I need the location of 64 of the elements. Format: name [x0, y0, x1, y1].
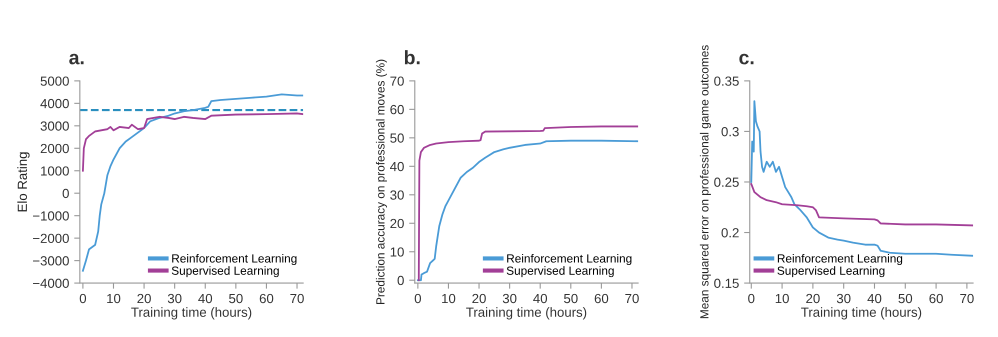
y-tick-label: 10: [390, 247, 404, 257]
x-axis-title: Training time (hours): [466, 307, 586, 320]
y-tick-label: −4000: [33, 278, 69, 288]
x-tick-label: 50: [229, 294, 243, 304]
x-tick-label: 30: [168, 294, 182, 304]
y-tick-label: 70: [390, 76, 404, 86]
y-axis-title: Mean squared error on professional game outcomes: [700, 45, 711, 318]
y-tick-label: 0.3: [722, 126, 739, 136]
x-tick-label: 50: [564, 294, 578, 304]
line-series: [82, 112, 304, 172]
y-tick-label: 0.15: [714, 278, 739, 288]
x-tick-label: 70: [960, 294, 974, 304]
chart-title: a.: [69, 54, 84, 64]
x-tick-label: 40: [867, 294, 882, 304]
y-tick-label: −1000: [33, 211, 69, 221]
x-tick-label: 30: [502, 294, 516, 304]
x-tick-label: 70: [290, 294, 304, 304]
x-tick-label: 60: [594, 294, 608, 304]
legend-label: Reinforcement Learning: [778, 254, 902, 265]
x-tick-label: 20: [472, 294, 486, 304]
y-tick-label: 1000: [41, 166, 69, 176]
x-tick-label: 10: [776, 294, 789, 304]
x-tick-label: 20: [137, 294, 151, 304]
x-tick-label: 60: [929, 294, 943, 304]
line-series: [750, 183, 974, 226]
x-tick-label: 10: [442, 294, 456, 304]
chart-title: c.: [739, 54, 754, 64]
x-tick-label: 0: [414, 294, 422, 304]
y-tick-label: 0: [398, 276, 404, 286]
y-tick-label: 0.25: [714, 178, 739, 187]
x-tick-label: 20: [806, 294, 820, 304]
x-tick-label: 0: [748, 294, 754, 304]
legend-label: Supervised Learning: [777, 266, 884, 278]
x-tick-label: 0: [80, 294, 86, 304]
y-tick-label: 40: [390, 162, 404, 172]
x-tick-label: 30: [836, 294, 851, 304]
legend-label: Reinforcement Learning: [507, 254, 632, 265]
y-tick-label: −3000: [33, 256, 69, 266]
y-tick-label: 5000: [40, 76, 69, 86]
x-tick-label: 10: [107, 294, 120, 304]
y-tick-label: 0: [62, 188, 69, 198]
y-tick-label: 2000: [40, 144, 69, 154]
y-tick-label: 30: [390, 190, 404, 200]
y-tick-label: 50: [390, 133, 404, 143]
y-axis-title: Prediction accuracy on professional moves (%): [376, 60, 387, 304]
y-axis-title: Elo Rating: [17, 152, 30, 212]
y-tick-label: 4000: [40, 98, 69, 108]
y-tick-label: −2000: [33, 234, 69, 244]
x-tick-label: 70: [625, 294, 639, 304]
x-axis-title: Training time (hours): [801, 307, 922, 320]
x-axis-title: Training time (hours): [131, 307, 252, 320]
x-tick-label: 40: [198, 294, 212, 304]
legend-label: Supervised Learning: [506, 266, 614, 278]
y-tick-label: 0.2: [722, 228, 739, 238]
y-tick-label: 0.35: [714, 76, 739, 86]
x-tick-label: 50: [898, 294, 912, 304]
x-tick-label: 40: [533, 294, 548, 304]
y-tick-label: 60: [390, 104, 404, 114]
chart-title: b.: [404, 50, 420, 64]
legend-label: Supervised Learning: [172, 266, 279, 278]
x-tick-label: 60: [260, 294, 274, 304]
y-tick-label: 3000: [40, 121, 69, 131]
legend-label: Reinforcement Learning: [172, 254, 296, 265]
y-tick-label: 20: [390, 218, 404, 228]
